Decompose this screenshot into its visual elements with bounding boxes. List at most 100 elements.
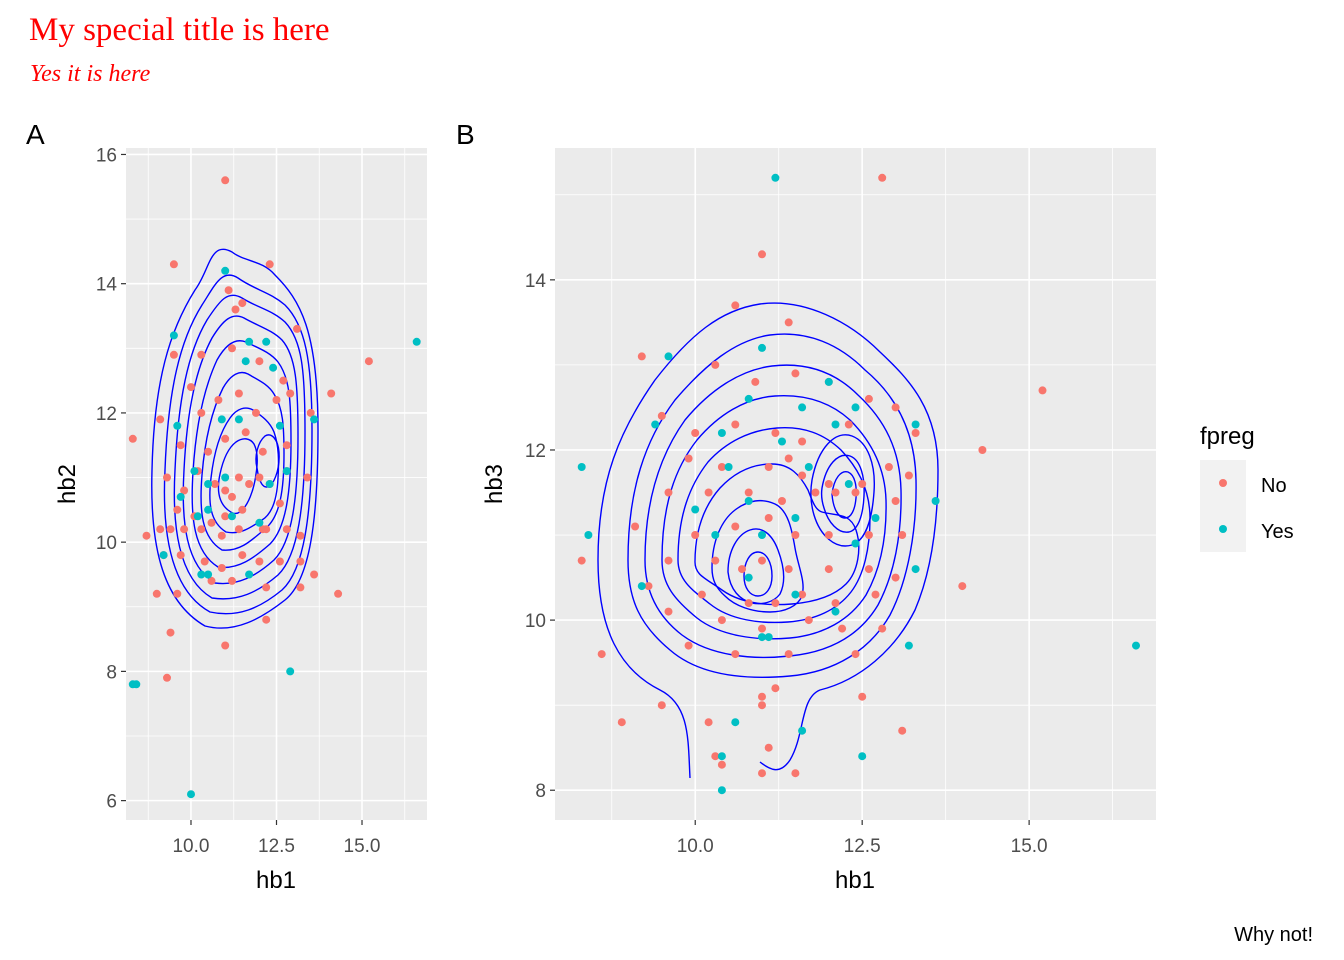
data-point-no <box>751 377 760 386</box>
data-point-no <box>166 525 175 534</box>
data-point-no <box>644 582 653 591</box>
contour-line <box>151 248 319 629</box>
data-point-no <box>657 701 666 710</box>
data-point-yes <box>804 463 813 471</box>
data-point-yes <box>771 173 780 182</box>
data-point-no <box>758 624 766 633</box>
data-point-yes <box>731 718 740 727</box>
data-point-no <box>851 488 860 497</box>
x-tick-label: 15.0 <box>344 836 381 857</box>
legend-label-yes: Yes <box>1261 521 1294 543</box>
data-point-no <box>764 463 773 471</box>
data-point-yes <box>798 726 807 735</box>
data-point-no <box>978 446 987 454</box>
data-point-no <box>717 760 726 769</box>
data-point-no <box>231 305 240 314</box>
data-point-no <box>221 434 230 443</box>
panel-a-points <box>128 176 421 799</box>
data-point-yes <box>637 582 646 591</box>
x-tick-label: 10.0 <box>172 836 209 857</box>
contour-line <box>810 434 875 547</box>
data-point-yes <box>193 512 202 521</box>
data-point-no <box>296 531 305 540</box>
data-point-no <box>234 473 243 482</box>
data-point-no <box>210 480 219 488</box>
data-point-no <box>784 565 793 574</box>
data-point-yes <box>241 357 250 366</box>
data-point-no <box>784 318 793 327</box>
data-point-no <box>791 769 800 778</box>
data-point-yes <box>204 570 213 579</box>
data-point-no <box>778 497 786 505</box>
data-point-no <box>824 480 833 488</box>
data-point-no <box>758 769 766 778</box>
y-tick-label: 10 <box>96 533 117 554</box>
data-point-no <box>234 525 243 534</box>
data-point-yes <box>245 570 254 579</box>
data-point-no <box>238 551 247 560</box>
data-point-yes <box>255 518 264 527</box>
data-point-no <box>711 360 720 369</box>
data-point-yes <box>204 505 213 514</box>
data-point-no <box>327 389 336 398</box>
data-point-no <box>904 471 913 480</box>
y-tick-label: 14 <box>525 271 547 292</box>
contour-line <box>173 294 306 600</box>
data-point-no <box>871 590 880 599</box>
plot-title: My special title is here <box>29 12 330 48</box>
data-point-no <box>684 641 693 650</box>
data-point-no <box>838 624 847 633</box>
data-point-yes <box>169 331 178 340</box>
data-point-no <box>224 286 233 295</box>
data-point-no <box>303 473 312 482</box>
legend-key-yes <box>1219 525 1227 533</box>
data-point-no <box>364 357 373 366</box>
data-point-no <box>744 488 753 497</box>
panel-a-minor-grid <box>126 148 427 820</box>
data-point-no <box>858 480 867 488</box>
data-point-no <box>891 573 900 582</box>
panel-b-tag: B <box>456 119 475 150</box>
data-point-yes <box>764 633 773 642</box>
x-tick-label: 15.0 <box>1011 836 1048 857</box>
data-point-yes <box>412 337 421 346</box>
data-point-yes <box>831 420 840 429</box>
data-point-no <box>173 505 182 514</box>
data-point-no <box>197 525 206 534</box>
data-point-yes <box>173 421 182 430</box>
data-point-no <box>791 369 800 378</box>
data-point-no <box>631 522 640 531</box>
data-point-no <box>791 531 800 539</box>
data-point-no <box>214 396 223 404</box>
data-point-yes <box>265 480 274 488</box>
data-point-no <box>738 565 746 574</box>
contour-line <box>255 434 280 488</box>
contour-line <box>820 454 865 533</box>
y-tick-label: 16 <box>96 145 117 166</box>
data-point-no <box>282 441 291 450</box>
y-tick-label: 8 <box>535 781 546 802</box>
data-point-yes <box>758 531 766 539</box>
data-point-no <box>771 429 780 437</box>
data-point-yes <box>204 480 213 488</box>
data-point-no <box>617 718 626 727</box>
data-point-no <box>163 473 171 482</box>
y-tick-label: 12 <box>96 404 117 425</box>
data-point-no <box>858 692 867 701</box>
data-point-no <box>697 590 706 599</box>
data-point-no <box>691 429 700 437</box>
contour-line <box>182 315 299 585</box>
y-tick-label: 12 <box>525 441 546 462</box>
data-point-no <box>275 557 284 566</box>
data-point-no <box>691 531 700 539</box>
data-point-no <box>272 396 281 404</box>
data-point-yes <box>758 633 766 642</box>
data-point-yes <box>310 415 319 424</box>
data-point-yes <box>858 752 867 761</box>
data-point-no <box>228 344 236 353</box>
data-point-no <box>664 556 673 565</box>
data-point-no <box>758 701 766 710</box>
data-point-no <box>911 429 920 437</box>
data-point-yes <box>221 473 230 482</box>
